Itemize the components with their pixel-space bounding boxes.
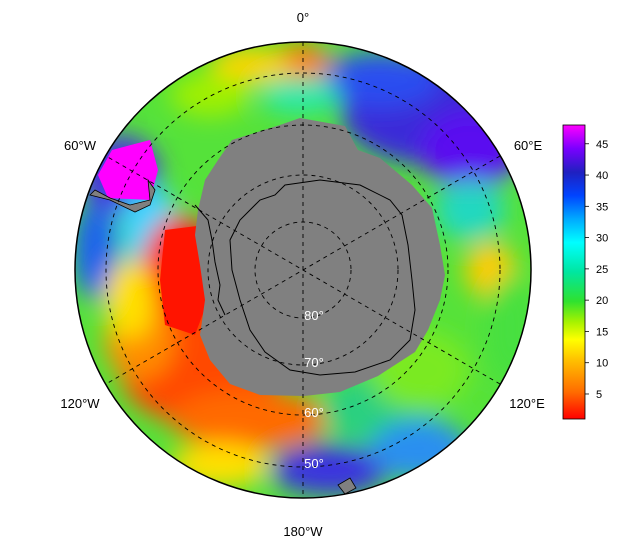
colorbar-tick-label-20: 20 [596, 295, 608, 307]
colorbar-tick-label-15: 15 [596, 326, 608, 338]
colorbar-tick-label-30: 30 [596, 233, 608, 245]
lon-label-60e: 60°E [514, 138, 543, 153]
lat-label-70: 70° [304, 355, 324, 370]
lat-label-80: 80° [304, 308, 324, 323]
parallel-50 [105, 72, 501, 468]
lon-label-0: 0° [297, 10, 309, 25]
colorbar-tick-label-35: 35 [596, 201, 608, 213]
colorbar-tick-label-10: 10 [596, 358, 608, 370]
longitude-labels: 0° 60°E 120°E 180°W 120°W 60°W [60, 10, 545, 539]
latitude-labels: 80° 70° 60° 50° [304, 308, 324, 471]
lon-label-180w: 180°W [283, 524, 323, 539]
meridian-120e-60w [105, 155, 501, 385]
lat-label-60: 60° [304, 405, 324, 420]
colorbar-ticks: 5 10 15 20 25 30 35 40 45 [585, 139, 608, 401]
lon-label-120w: 120°W [60, 396, 100, 411]
lat-label-50: 50° [304, 456, 324, 471]
colorbar-tick-label-25: 25 [596, 264, 608, 276]
lon-label-60w: 60°W [64, 138, 97, 153]
colorbar-tick-label-45: 45 [596, 139, 608, 151]
graticule [105, 42, 501, 498]
lon-label-120e: 120°E [509, 396, 545, 411]
antarctica-landmass [89, 118, 445, 495]
colorbar-tick-label-5: 5 [596, 389, 602, 401]
colorbar-tick-label-40: 40 [596, 170, 608, 182]
colorbar: 5 10 15 20 25 30 35 40 45 [562, 124, 608, 420]
map-boundary [74, 41, 532, 499]
parallel-70 [207, 174, 399, 366]
colorbar-gradient [562, 124, 586, 420]
